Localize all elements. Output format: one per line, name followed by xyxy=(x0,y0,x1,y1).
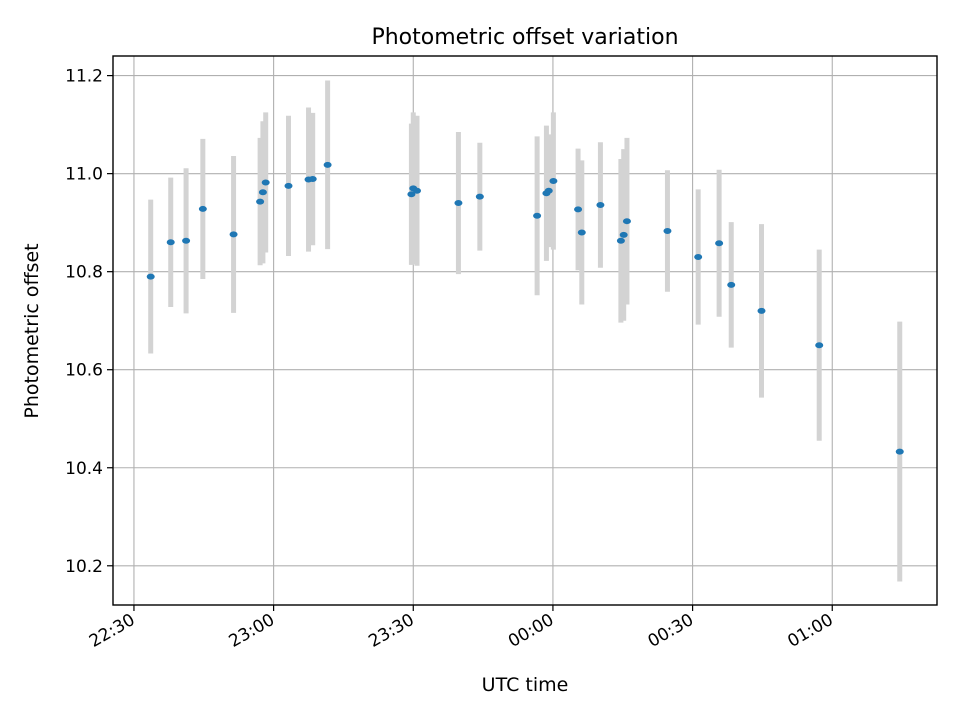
grid xyxy=(113,56,937,605)
data-point xyxy=(256,198,265,205)
data-point xyxy=(622,218,631,225)
chart-title: Photometric offset variation xyxy=(371,25,678,50)
data-points xyxy=(146,161,904,455)
x-tick-label: 23:00 xyxy=(226,610,278,652)
x-axis-label: UTC time xyxy=(482,674,569,696)
data-point xyxy=(146,273,155,280)
data-point xyxy=(549,177,558,184)
y-tick-label: 10.6 xyxy=(65,361,103,381)
x-axis: 22:30 23:00 23:30 00:00 00:30 01:00 xyxy=(86,605,837,652)
data-point xyxy=(715,240,724,247)
data-point xyxy=(261,179,270,186)
data-point xyxy=(577,229,586,236)
data-point xyxy=(166,239,175,246)
x-tick-label: 22:30 xyxy=(86,610,138,652)
data-point xyxy=(198,205,207,212)
data-point xyxy=(596,202,605,209)
y-tick-label: 10.2 xyxy=(65,557,103,577)
y-axis-label: Photometric offset xyxy=(21,243,43,418)
data-point xyxy=(323,161,332,168)
x-tick-label: 23:30 xyxy=(365,610,417,652)
data-point xyxy=(663,227,672,234)
x-tick-label: 01:00 xyxy=(784,610,836,652)
x-tick-label: 00:00 xyxy=(505,610,557,652)
data-point xyxy=(895,448,904,455)
data-point xyxy=(182,237,191,244)
y-axis: 10.2 10.4 10.6 10.8 11.0 11.2 xyxy=(65,67,113,577)
data-point xyxy=(475,193,484,200)
data-point xyxy=(574,206,583,213)
y-tick-label: 10.4 xyxy=(65,459,103,479)
plot-area-frame xyxy=(112,55,938,606)
data-point xyxy=(412,187,421,194)
data-point xyxy=(284,182,293,189)
data-point xyxy=(694,253,703,260)
y-tick-label: 11.2 xyxy=(65,67,103,87)
data-point xyxy=(815,342,824,349)
errorbars xyxy=(148,80,903,582)
data-point xyxy=(454,200,463,207)
x-tick-label: 00:30 xyxy=(645,610,697,652)
data-point xyxy=(727,281,736,288)
data-point xyxy=(407,191,416,198)
y-tick-label: 10.8 xyxy=(65,263,103,283)
y-tick-label: 11.0 xyxy=(65,165,103,185)
data-point xyxy=(619,231,628,238)
data-point xyxy=(258,189,267,196)
data-point xyxy=(616,237,625,244)
data-point xyxy=(533,212,542,219)
data-point xyxy=(544,187,553,194)
data-point xyxy=(757,307,766,314)
data-point xyxy=(229,231,238,238)
data-point xyxy=(308,176,317,183)
